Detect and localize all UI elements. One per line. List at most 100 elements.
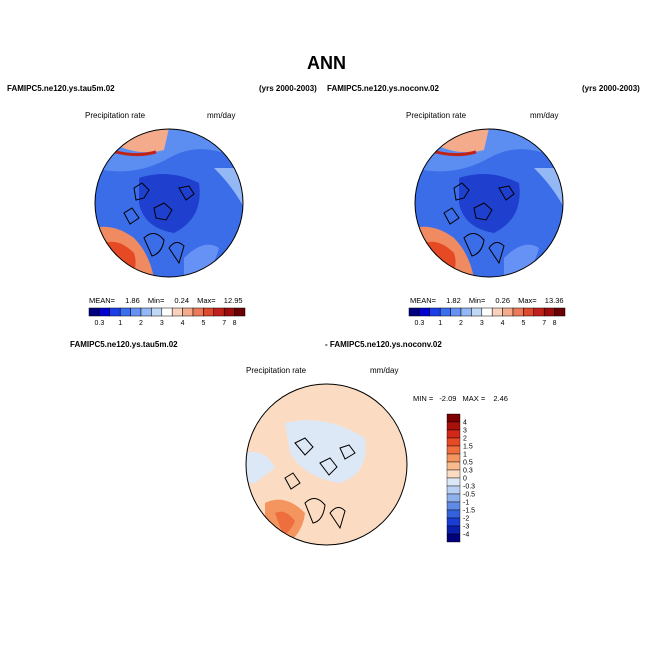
panel-2-case-title: FAMIPC5.ne120.ys.noconv.02 (327, 84, 439, 93)
panel-1-colorbar-swatch (161, 307, 173, 317)
panel-1-colorbar-tick-label: 4 (181, 320, 185, 327)
greenland-coast (463, 233, 505, 265)
diff-colorbar-tick-label: 0.3 (463, 468, 473, 475)
diff-map-border (245, 383, 408, 546)
siberia-field (534, 168, 563, 208)
diff-max: 2.46 (493, 394, 508, 403)
panel-2-years: (yrs 2000-2003) (582, 84, 640, 93)
diff-polar-map (245, 383, 408, 546)
diff-colorbar-swatch (446, 445, 461, 455)
panel-2-colorbar-swatch (543, 307, 555, 317)
diff-colorbar-tick-label: 2 (463, 436, 467, 443)
diff-colorbar-tick-label: -1 (463, 500, 469, 507)
panel-2-colorbar-swatch (481, 307, 493, 317)
diff-minmax: MIN = -2.09 MAX = 2.46 (413, 394, 508, 403)
diff-colorbar-swatch (446, 469, 461, 479)
panel-1-colorbar-swatch (99, 307, 111, 317)
panel-1-colorbar-tick-label: 5 (201, 320, 205, 327)
panel-1-units: mm/day (207, 111, 236, 120)
panel-1-colorbar-swatch (192, 307, 204, 317)
panel-2-colorbar-tick-label: 5 (521, 320, 525, 327)
diff-case-a-title: FAMIPC5.ne120.ys.tau5m.02 (70, 340, 178, 349)
panel-1-colorbar-swatch (130, 307, 142, 317)
panel-2-colorbar-tick-label: 8 (553, 320, 557, 327)
panel-2-colorbar-swatch (419, 307, 431, 317)
panel-2-min-label: Min= (468, 296, 486, 305)
panel-2-colorbar-tick-label: 4 (501, 320, 505, 327)
panel-2-colorbar-swatch (471, 307, 483, 317)
panel-2-units: mm/day (530, 111, 559, 120)
panel-1-colorbar-swatch (88, 307, 100, 317)
panel-1-colorbar-swatch (109, 307, 121, 317)
arctic-dry-field (459, 174, 520, 233)
panel-2-colorbar: 0.3 1 2 3 4 5 7 8 (408, 307, 566, 327)
panel-2-min: 0.26 (495, 296, 511, 305)
panel-1-colorbar-swatch (182, 307, 194, 317)
diff-max-label: MAX = (462, 394, 486, 403)
panel-2-colorbar-swatch (429, 307, 441, 317)
panel-2-colorbar-swatch (502, 307, 514, 317)
diff-colorbar-swatch (446, 501, 461, 511)
diff-colorbar-tick-label: 0 (463, 476, 467, 483)
panel-2-mean: 1.82 (446, 296, 461, 305)
panel-1-max-label: Max= (197, 296, 216, 305)
diff-colorbar-tick-label: -2 (463, 516, 469, 523)
panel-1-case-title: FAMIPC5.ne120.ys.tau5m.02 (7, 84, 115, 93)
diff-colorbar-swatch (446, 533, 461, 543)
panel-1-colorbar-swatch (203, 307, 215, 317)
map-border (414, 128, 564, 278)
panel-1-max: 12.95 (223, 296, 243, 305)
panel-2-colorbar-tick-label: 2 (459, 320, 463, 327)
figure-title: ANN (307, 53, 346, 73)
panel-2-colorbar-swatch (408, 307, 420, 317)
diff-colorbar-swatch (446, 517, 461, 527)
panel-2-colorbar-swatch (460, 307, 472, 317)
panel-2-colorbar-tick-label: 0.3 (415, 320, 425, 327)
panel-2-colorbar-tick-label: 3 (480, 320, 484, 327)
diff-colorbar-tick-label: 4 (463, 420, 467, 427)
panel-1-mean-label: MEAN= (89, 296, 116, 305)
diff-variable: Precipitation rate (246, 366, 307, 375)
panel-1-colorbar-swatch (223, 307, 235, 317)
panel-1-min-label: Min= (147, 296, 165, 305)
diff-units: mm/day (370, 366, 399, 375)
diff-colorbar-swatch (446, 421, 461, 431)
diff-colorbar-swatch (446, 437, 461, 447)
panel-1-colorbar-swatch (119, 307, 131, 317)
diff-colorbar-tick-label: -0.3 (463, 484, 475, 491)
atlantic-core-positive (275, 511, 295, 535)
panel-1-colorbar-tick-label: 3 (160, 320, 164, 327)
diff-colorbar-swatch (446, 453, 461, 463)
panel-1-colorbar-swatch (140, 307, 152, 317)
panel-2-colorbar-swatch (533, 307, 545, 317)
diff-colorbar-swatch (446, 413, 461, 423)
coastlines (443, 182, 515, 225)
diff-colorbar-swatch (446, 429, 461, 439)
diff-colorbar-tick-label: 1.5 (463, 444, 473, 451)
panel-2-colorbar-tick-label: 1 (438, 320, 442, 327)
diff-colorbar-tick-label: 3 (463, 428, 467, 435)
greenland-coast (143, 233, 185, 265)
west-negative-field (246, 452, 275, 483)
diff-colorbar-tick-label: -4 (463, 532, 469, 539)
panel-1-colorbar-tick-label: 0.3 (95, 320, 105, 327)
panel-1-colorbar-tick-label: 2 (139, 320, 143, 327)
panel-1-colorbar-swatch (171, 307, 183, 317)
panel-1-variable: Precipitation rate (85, 111, 146, 120)
panel-1-colorbar: 0.3 1 2 3 4 5 7 8 (88, 307, 246, 327)
panel-2-colorbar-swatch (512, 307, 524, 317)
coastlines (123, 182, 195, 225)
panel-1-colorbar-swatch (234, 307, 246, 317)
panel-1-colorbar-tick-label: 7 (222, 320, 226, 327)
panel-1-colorbar-tick-label: 8 (233, 320, 237, 327)
europe-field (504, 244, 539, 277)
diff-case-b-title: - FAMIPC5.ne120.ys.noconv.02 (325, 340, 442, 349)
diff-colorbar-tick-label: -1.5 (463, 508, 475, 515)
panel-1-colorbar-swatch (213, 307, 225, 317)
diff-coastlines (284, 437, 356, 490)
pacific-warm-field (95, 129, 169, 153)
diff-colorbar-swatch (446, 493, 461, 503)
panel-2-max-label: Max= (518, 296, 537, 305)
diff-colorbar-tick-label: -3 (463, 524, 469, 531)
